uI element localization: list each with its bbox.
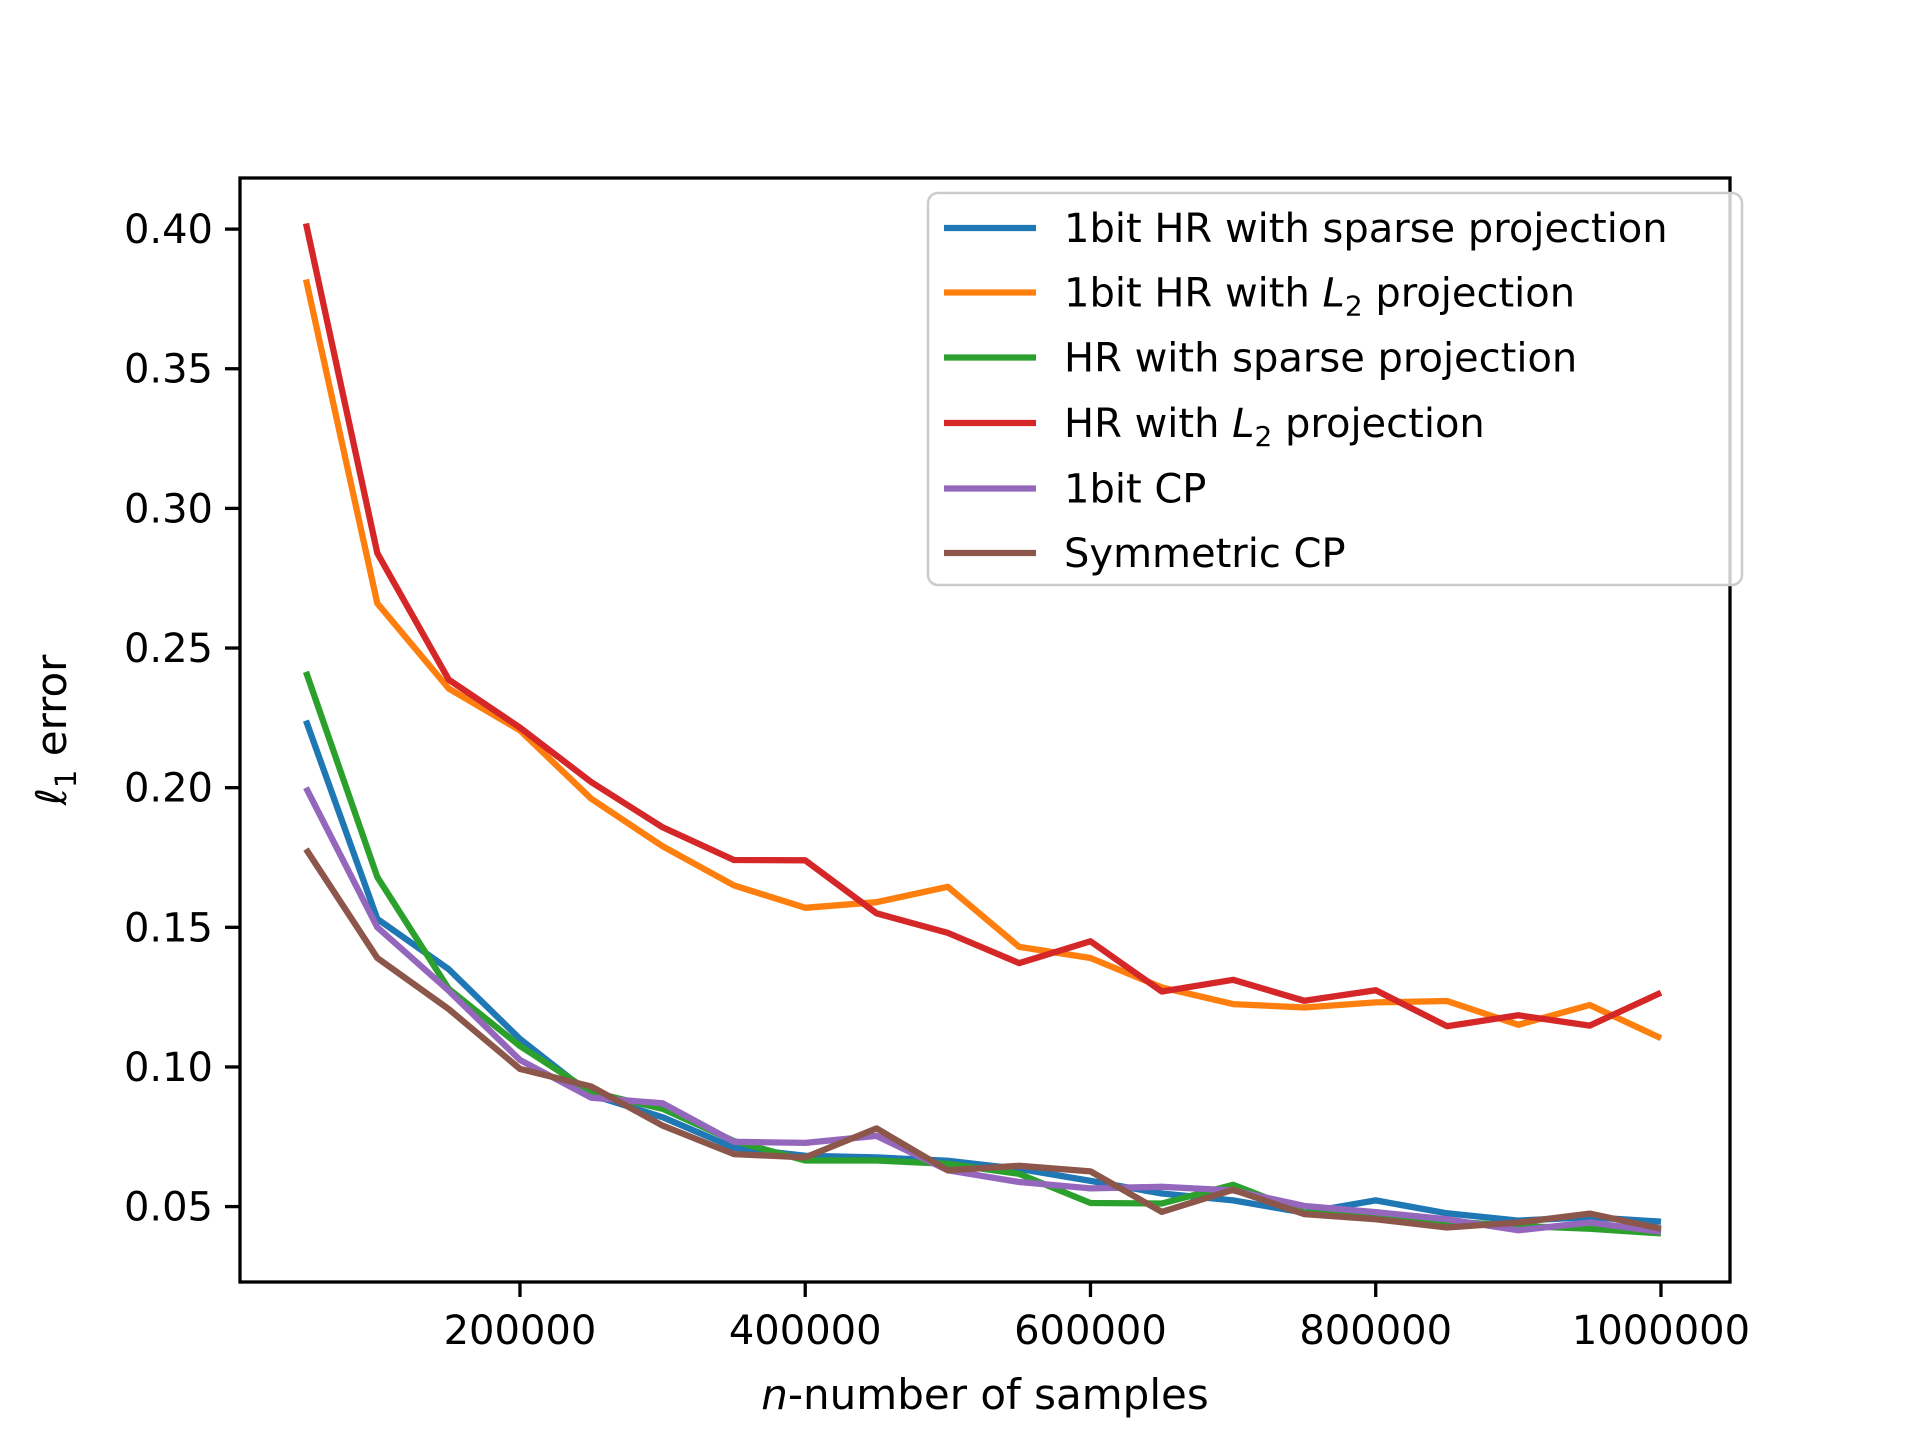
legend-label-pre: 1bit CP bbox=[1064, 467, 1206, 513]
legend-entries: 1bit HR with sparse projection 1bit HR wi… bbox=[944, 206, 1668, 577]
series-line-1bit-hr-with-sparse-projection bbox=[303, 719, 1662, 1225]
legend-entry: Symmetric CP bbox=[944, 531, 1346, 577]
series-line-symmetric-cp bbox=[303, 847, 1662, 1232]
series-line-1bit-cp bbox=[303, 786, 1662, 1235]
series-lines bbox=[302, 222, 1663, 1237]
legend-label-math: L bbox=[1232, 401, 1254, 447]
y-tick-label: 0.05 bbox=[124, 1185, 213, 1231]
legend-label-math: L bbox=[1323, 271, 1345, 317]
legend-label-post: projection bbox=[1272, 401, 1484, 447]
legend-label-pre: Symmetric CP bbox=[1064, 531, 1346, 577]
legend-label: HR with sparse projection bbox=[1064, 336, 1577, 382]
legend-entry: HR with sparse projection bbox=[944, 336, 1577, 382]
series-line-hr-with-l2-projection bbox=[302, 222, 1663, 1030]
legend-box bbox=[926, 191, 1744, 587]
y-axis-label-symbol: ℓ bbox=[27, 788, 76, 806]
y-axis: 0.05 0.10 0.15 0.20 0.25 0.30 0.35 0.40 bbox=[124, 207, 240, 1231]
y-tick-label: 0.35 bbox=[124, 347, 213, 393]
x-tick-label: 600000 bbox=[1014, 1308, 1167, 1354]
x-axis: 200000 400000 600000 800000 1000000 bbox=[444, 1282, 1750, 1354]
legend-label: Symmetric CP bbox=[1064, 531, 1346, 577]
x-tick-label: 400000 bbox=[729, 1308, 882, 1354]
y-tick-label: 0.15 bbox=[124, 905, 213, 951]
legend-label-subscript: 2 bbox=[1345, 290, 1363, 323]
y-tick-label: 0.20 bbox=[124, 766, 213, 812]
legend: 1bit HR with sparse projection 1bit HR wi… bbox=[926, 191, 1744, 587]
x-axis-label-variable: n bbox=[761, 1370, 788, 1419]
series-line-1bit-hr-with-l2-projection bbox=[302, 278, 1663, 1042]
y-axis-label: ℓ1 error bbox=[27, 654, 83, 807]
legend-entry: 1bit CP bbox=[944, 467, 1206, 513]
y-tick-label: 0.25 bbox=[124, 626, 213, 672]
legend-label: HR with L2 projection bbox=[1064, 401, 1485, 453]
legend-entry: 1bit HR with L2 projection bbox=[944, 271, 1575, 323]
legend-label: 1bit CP bbox=[1064, 467, 1206, 513]
legend-label-pre: HR with sparse projection bbox=[1064, 336, 1577, 382]
x-tick-label: 1000000 bbox=[1572, 1308, 1750, 1354]
y-tick-label: 0.10 bbox=[124, 1045, 213, 1091]
series-line-hr-with-sparse-projection bbox=[303, 670, 1662, 1237]
x-tick-label: 200000 bbox=[444, 1308, 597, 1354]
legend-label-pre: 1bit HR with bbox=[1064, 271, 1323, 317]
legend-label-pre: HR with bbox=[1064, 401, 1232, 447]
legend-label-subscript: 2 bbox=[1254, 420, 1272, 453]
legend-label: 1bit HR with sparse projection bbox=[1064, 206, 1668, 252]
legend-label: 1bit HR with L2 projection bbox=[1064, 271, 1575, 323]
y-tick-label: 0.30 bbox=[124, 486, 213, 532]
legend-label-pre: 1bit HR with sparse projection bbox=[1064, 206, 1668, 252]
legend-entry: 1bit HR with sparse projection bbox=[944, 206, 1668, 252]
y-tick-label: 0.40 bbox=[124, 207, 213, 253]
x-axis-label-rest: -number of samples bbox=[788, 1370, 1209, 1419]
y-axis-label-subscript: 1 bbox=[49, 770, 83, 788]
legend-label-post: projection bbox=[1363, 271, 1575, 317]
plot-area bbox=[238, 176, 1732, 1284]
x-tick-label: 800000 bbox=[1299, 1308, 1452, 1354]
y-axis-label-rest: error bbox=[27, 654, 76, 770]
legend-entry: HR with L2 projection bbox=[944, 401, 1485, 453]
x-axis-label: n-number of samples bbox=[761, 1370, 1208, 1419]
